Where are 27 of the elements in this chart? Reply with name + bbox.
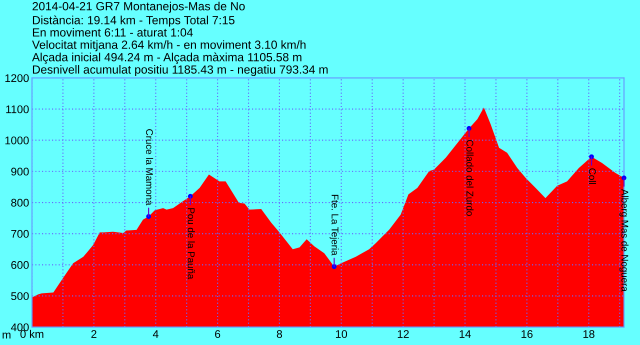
x-tick-label: 18	[583, 330, 594, 338]
y-tick-label: 1000	[5, 136, 29, 144]
annotation: Coll	[588, 168, 596, 184]
x-tick-label: 16	[522, 330, 533, 338]
y-tick-label: 1200	[5, 74, 29, 82]
annotation: Alberg Mas de Noguera	[619, 189, 629, 292]
annotation: Cruce la Mamona	[146, 129, 154, 206]
annotation: Fte. La Tejeria	[330, 194, 339, 256]
x-tick-label: 4	[152, 330, 158, 338]
x-tick-label: 12	[398, 330, 409, 338]
annotation: Pou de la Pauña	[188, 208, 195, 280]
x-tick-label: 6	[215, 330, 220, 338]
y-tick-label: 900	[11, 168, 29, 176]
chart-subtitle: Distància: 19.14 km - Temps Total 7:15 En moviment 6:11 - aturat 1:04 Velocitat mitjana 2.64 km/h - en moviment 3.10 km/h Alçada inicial 494.24 m - Alçada màxima 1105.58 m Desnivell acumulat positiu 1185.43 m - negatiu 793.34 m	[32, 16, 328, 76]
x-tick-label: 14	[460, 330, 471, 338]
y-axis-title: m	[2, 332, 10, 339]
chart-title: 2014-04-21 GR7 Montanejos-Mas de No	[32, 2, 245, 13]
y-tick-label: 400	[10, 323, 29, 332]
annotation: Collado del Zurdo	[466, 140, 474, 216]
y-tick-label: 1100	[6, 105, 29, 114]
y-tick-label: 600	[11, 261, 29, 269]
x-tick-label: 8	[276, 330, 282, 338]
y-tick-label: 700	[11, 230, 29, 238]
x-tick-label: 10	[336, 330, 348, 338]
y-tick-label: 800	[11, 198, 29, 207]
x-tick-label: 2	[91, 330, 96, 338]
y-tick-label: 500	[11, 292, 29, 300]
